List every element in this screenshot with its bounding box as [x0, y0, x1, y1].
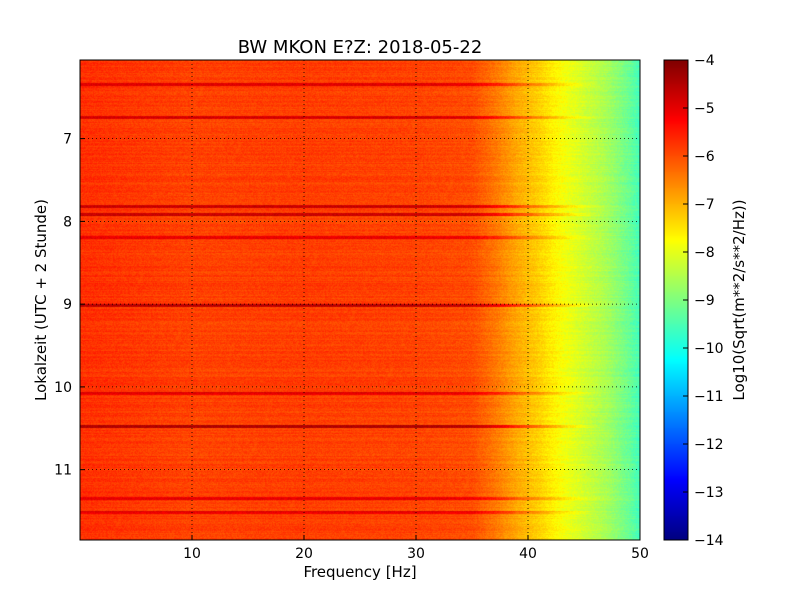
colorbar-tick-label: −9 [694, 293, 715, 309]
x-axis-label: Frequency [Hz] [303, 563, 416, 581]
y-tick-label: 9 [63, 297, 72, 313]
spectrogram-heatmap [80, 60, 640, 540]
y-tick-label: 8 [63, 214, 72, 230]
colorbar-tick-label: −14 [694, 533, 724, 549]
colorbar-tick-label: −8 [694, 245, 715, 261]
x-tick-label: 10 [183, 546, 201, 562]
colorbar: −4 −5 −6 −7 −8 −9 −10 −11 −12 −13 −14 [663, 53, 724, 549]
x-tick-label: 40 [519, 546, 537, 562]
colorbar-tick-label: −7 [694, 197, 715, 213]
x-axis-ticks: 10 20 30 40 50 [183, 535, 649, 562]
x-tick-label: 30 [407, 546, 425, 562]
colorbar-tick-label: −13 [694, 485, 724, 501]
y-tick-label: 10 [54, 380, 72, 396]
colorbar-tick-label: −10 [694, 341, 724, 357]
x-tick-label: 20 [295, 546, 313, 562]
colorbar-tick-label: −11 [694, 389, 724, 405]
spectrogram-plot: 10 20 30 40 50 7 8 9 10 11 [54, 59, 649, 562]
y-axis-ticks: 7 8 9 10 11 [54, 132, 85, 479]
y-tick-label: 7 [63, 132, 72, 148]
colorbar-tick-label: −5 [694, 101, 715, 117]
y-tick-label: 11 [54, 463, 72, 479]
x-tick-label: 50 [631, 546, 649, 562]
grid-lines [80, 60, 640, 540]
colorbar-tick-label: −12 [694, 437, 724, 453]
colorbar-ticks: −4 −5 −6 −7 −8 −9 −10 −11 −12 −13 −14 [683, 53, 724, 549]
heatmap-image-frame [80, 60, 640, 540]
colorbar-tick-label: −4 [694, 53, 715, 69]
plot-frame [79, 59, 641, 541]
colorbar-tick-label: −6 [694, 149, 715, 165]
y-axis-label: Lokalzeit (UTC + 2 Stunde) [32, 199, 50, 401]
colorbar-label: Log10(Sqrt(m**2/s**2/Hz)) [730, 199, 748, 400]
chart-title: BW MKON E?Z: 2018-05-22 [238, 37, 483, 58]
